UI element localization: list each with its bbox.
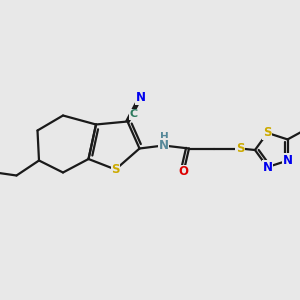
Text: S: S	[263, 126, 272, 140]
Text: O: O	[178, 165, 189, 178]
Text: N: N	[262, 160, 272, 174]
Text: S: S	[236, 142, 244, 155]
Text: N: N	[158, 139, 169, 152]
Text: S: S	[111, 163, 120, 176]
Text: H: H	[160, 131, 169, 142]
Text: N: N	[135, 91, 146, 104]
Text: N: N	[283, 154, 292, 167]
Text: C: C	[129, 109, 138, 119]
